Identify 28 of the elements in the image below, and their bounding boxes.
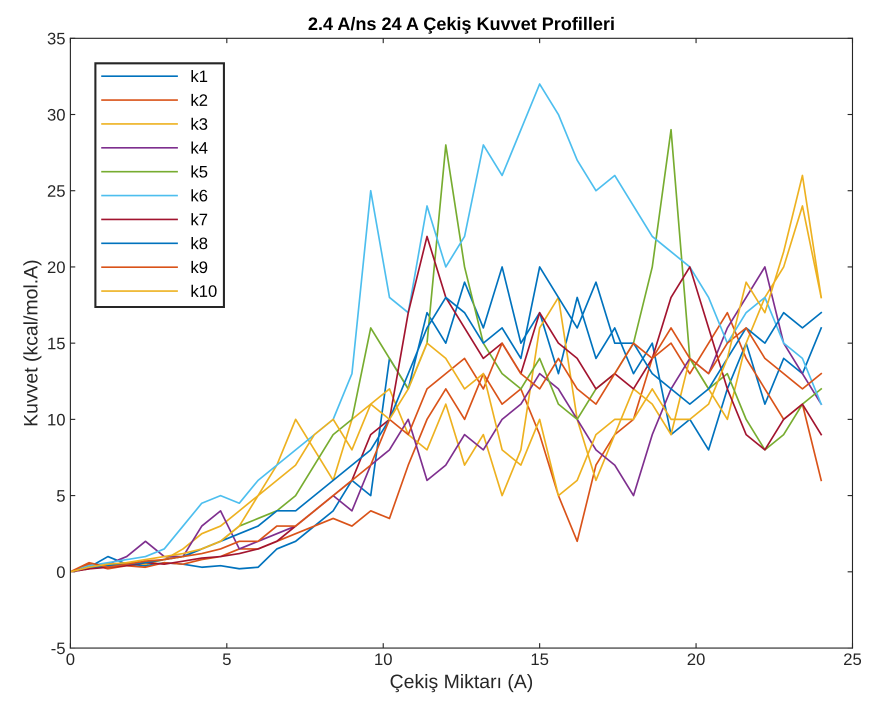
legend-label: k1 bbox=[192, 70, 208, 82]
y-axis-title: Kuvvet (kcal/mol.A) bbox=[23, 260, 42, 426]
legend-label: k9 bbox=[192, 260, 208, 274]
legend-label: k8 bbox=[192, 237, 208, 250]
y-tick-label: 0 bbox=[56, 566, 65, 578]
y-tick-label: 20 bbox=[48, 261, 65, 274]
y-tick-label: 10 bbox=[48, 414, 65, 426]
x-tick-label: 20 bbox=[688, 653, 705, 666]
y-tick-label: 15 bbox=[48, 338, 65, 350]
y-tick-label: 25 bbox=[48, 185, 65, 197]
x-tick-label: 15 bbox=[532, 654, 548, 666]
legend-label: k2 bbox=[192, 94, 208, 106]
legend-label: k5 bbox=[192, 165, 208, 178]
y-tick-label: -5 bbox=[51, 642, 65, 654]
y-tick-label: 30 bbox=[48, 108, 65, 121]
x-tick-label: 25 bbox=[844, 653, 862, 666]
y-tick-label: 35 bbox=[48, 32, 65, 44]
legend-label: k4 bbox=[192, 142, 208, 154]
legend-label: k7 bbox=[192, 213, 208, 226]
x-tick-label: 0 bbox=[66, 653, 74, 666]
chart-title: 2.4 A/ns 24 A Çekiş Kuvvet Profilleri bbox=[308, 16, 614, 34]
legend-label: k10 bbox=[192, 284, 217, 298]
x-tick-label: 10 bbox=[375, 653, 392, 666]
y-tick-label: 5 bbox=[56, 490, 65, 502]
legend-label: k6 bbox=[192, 189, 208, 202]
x-tick-label: 5 bbox=[222, 654, 231, 666]
x-axis-title: Çekiş Miktarı (A) bbox=[390, 674, 532, 692]
legend-label: k3 bbox=[192, 118, 208, 130]
